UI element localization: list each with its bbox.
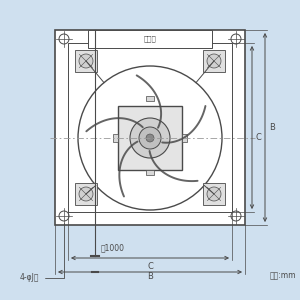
Circle shape <box>79 54 93 68</box>
Bar <box>55 30 245 225</box>
Circle shape <box>207 54 221 68</box>
Text: B: B <box>147 272 153 281</box>
Bar <box>113 134 118 142</box>
Text: C: C <box>256 134 262 142</box>
Circle shape <box>231 211 241 221</box>
Text: 絉1000: 絉1000 <box>101 244 125 253</box>
Circle shape <box>146 134 154 142</box>
Text: B: B <box>269 124 275 133</box>
Bar <box>182 134 187 142</box>
Bar <box>88 30 212 48</box>
Bar <box>75 183 97 205</box>
Circle shape <box>207 187 221 201</box>
Bar <box>146 96 154 101</box>
Bar <box>203 183 225 205</box>
Text: 4-φJ穴: 4-φJ穴 <box>20 223 64 282</box>
Text: 単位:mm: 単位:mm <box>269 271 296 280</box>
Circle shape <box>139 127 161 149</box>
Text: C: C <box>147 262 153 271</box>
Text: 銘　板: 銘 板 <box>144 36 156 42</box>
Circle shape <box>59 211 69 221</box>
Bar <box>146 170 154 175</box>
Circle shape <box>79 187 93 201</box>
Bar <box>118 106 182 170</box>
Circle shape <box>130 118 170 158</box>
Circle shape <box>59 34 69 44</box>
Bar <box>68 43 232 212</box>
Circle shape <box>231 34 241 44</box>
Bar <box>203 50 225 72</box>
Bar <box>75 50 97 72</box>
